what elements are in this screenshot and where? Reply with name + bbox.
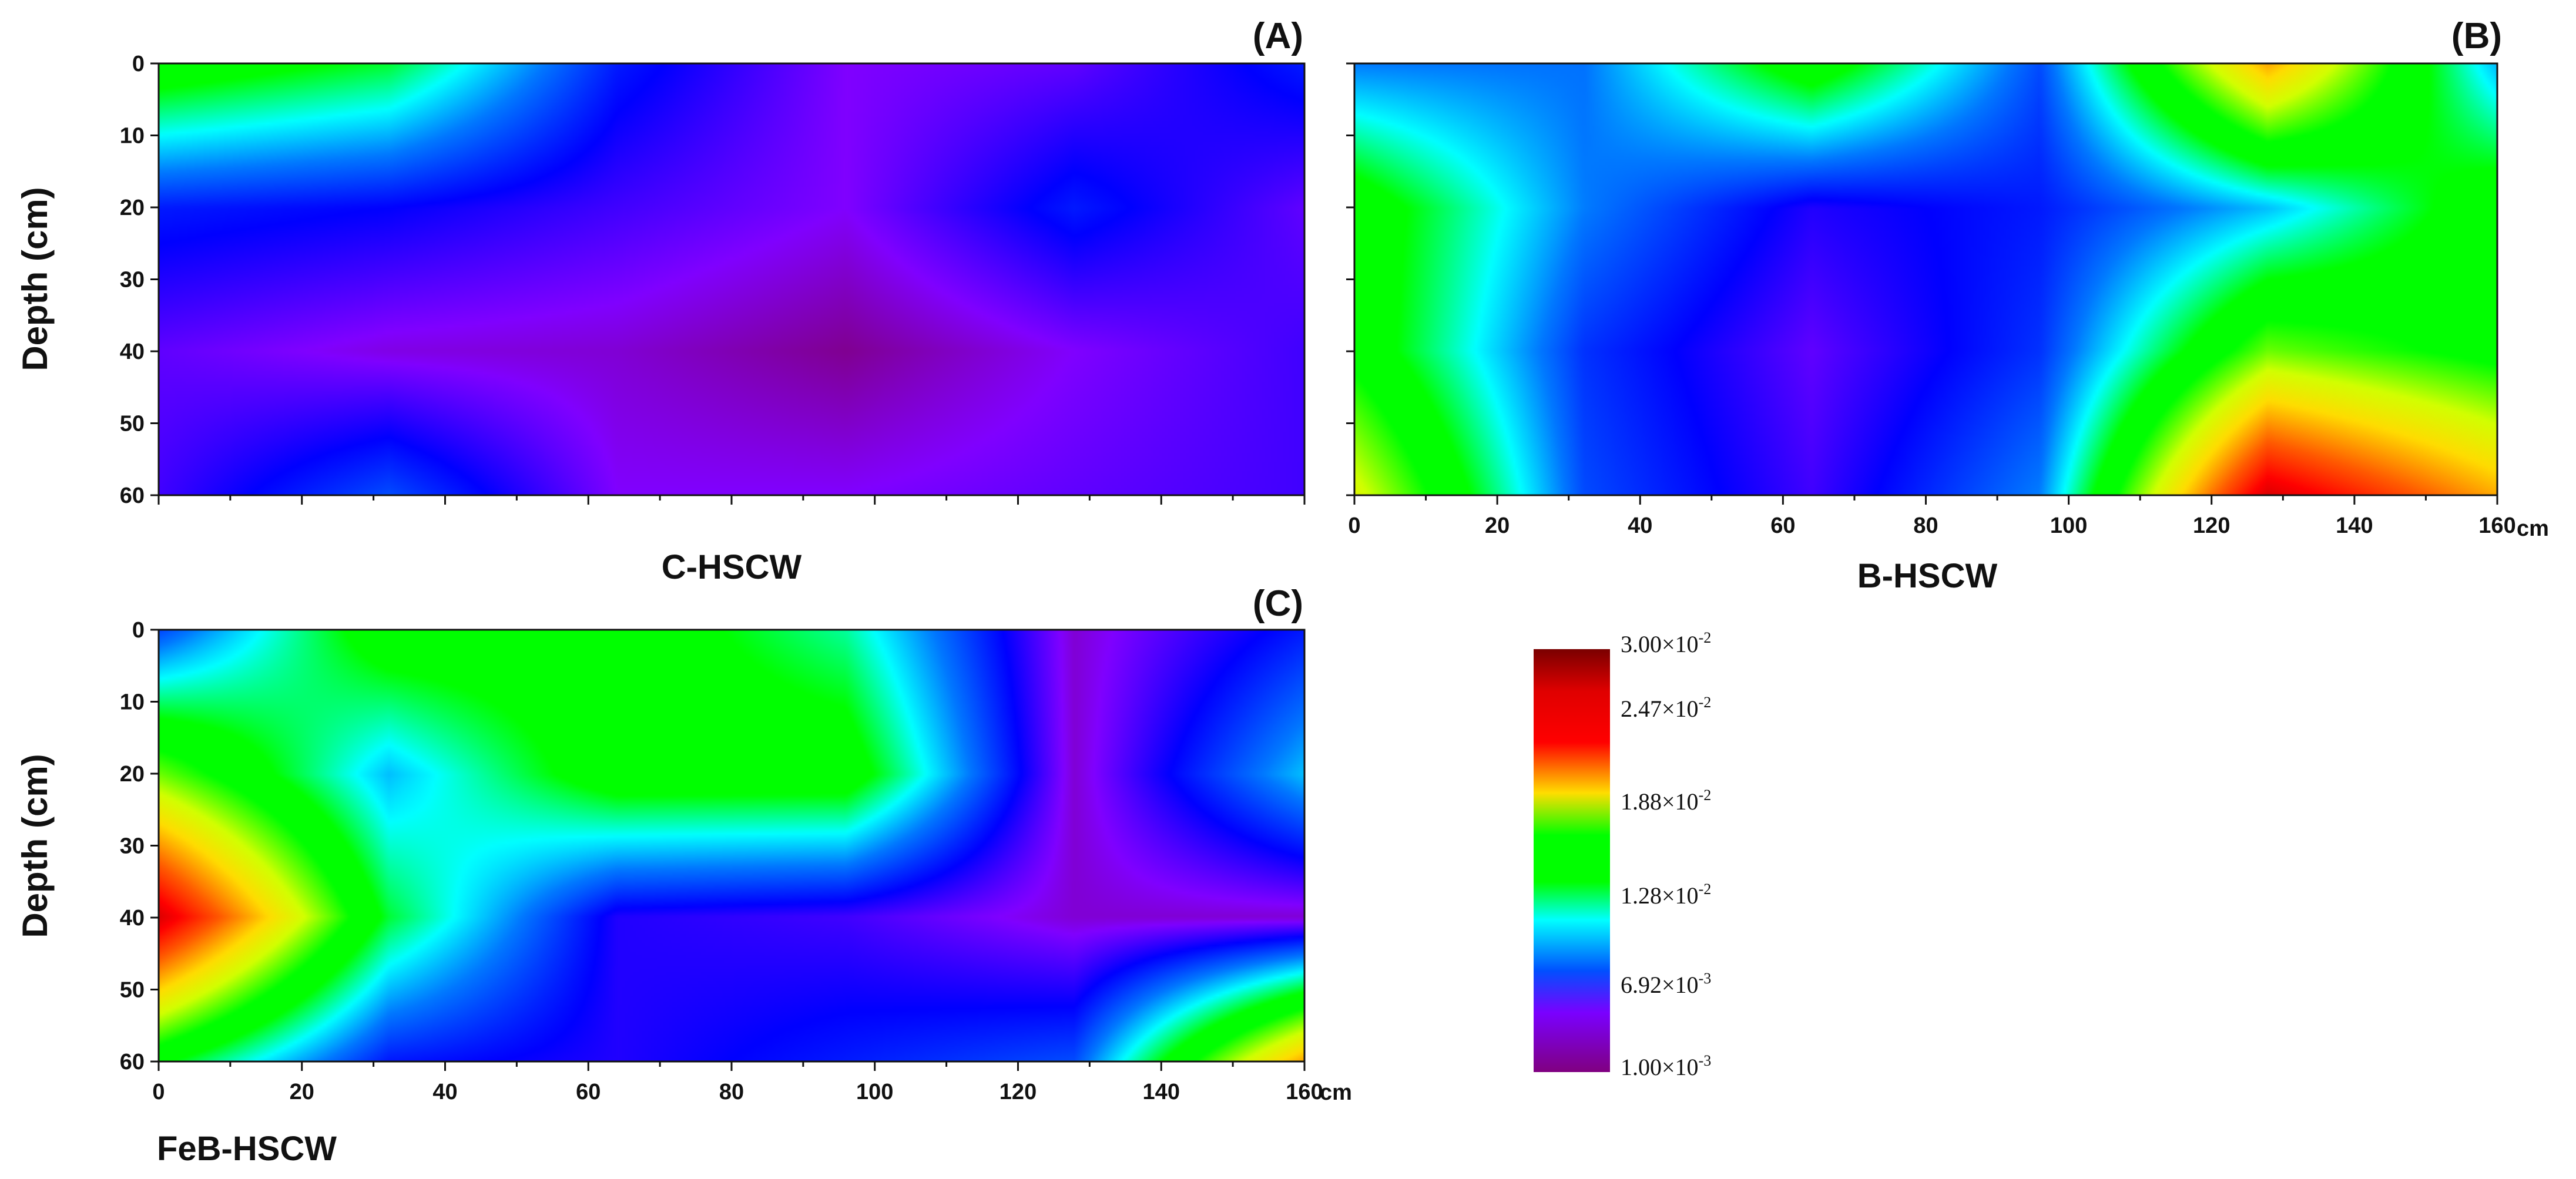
x-tick-label: 0 [1348,513,1360,538]
y-tick-label: 50 [120,412,145,436]
x-tick-label: 40 [1628,513,1652,538]
y-tick-label: 20 [120,196,145,220]
heatmap-image-a [159,63,1304,495]
y-tick-label: 10 [120,690,145,715]
x-tick-label: 60 [1770,513,1795,538]
y-tick-label: 40 [120,906,145,931]
panel-label-c: (C) [1253,583,1303,624]
panel-label-b: (B) [2451,16,2502,56]
y-ticks-b [1346,62,1354,496]
y-tick-label: 60 [120,483,145,508]
heatmap-panel-b: 0 20 40 60 80 100 120 140 160 (B) B-HSCW cm [1346,16,2549,595]
y-tick-label: 10 [120,124,145,149]
colorbar-gradient [1534,649,1610,1072]
y-tick-label: 0 [132,618,145,643]
colorbar-label: 1.88×10-2 [1621,787,1711,815]
x-tick-label: 140 [1143,1080,1180,1104]
x-tick-label: 20 [290,1080,314,1104]
colorbar-label: 6.92×10-3 [1621,970,1711,998]
panel-label-a: (A) [1253,16,1303,56]
heatmap-image-b [1354,63,2497,495]
x-ticks-c: 0 20 40 60 80 100 120 140 160 [152,1062,1323,1104]
y-tick-label: 0 [132,52,145,76]
x-tick-label: 160 [1286,1080,1323,1104]
x-axis-title-a: C-HSCW [662,548,802,586]
x-axis-title-b: B-HSCW [1857,557,1998,595]
x-ticks-b: 0 20 40 60 80 100 120 140 160 [1348,495,2516,538]
colorbar-labels: 3.00×10-2 2.47×10-2 1.88×10-2 1.28×10-2 6.92… [1621,629,1711,1080]
y-tick-label: 40 [120,340,145,364]
colorbar-label: 1.00×10-3 [1621,1052,1711,1080]
y-tick-label: 50 [120,978,145,1003]
y-ticks-c: 0 10 20 30 40 50 60 [120,618,159,1074]
x-axis-title-c: FeB-HSCW [157,1130,337,1168]
x-tick-label: 140 [2336,513,2373,538]
heatmap-panel-a: 0 10 20 30 40 50 60 (A) Depth (cm) C-HSCW [15,16,1306,586]
x-tick-label: 120 [999,1080,1037,1104]
y-axis-title-a: Depth (cm) [15,187,55,371]
y-tick-label: 30 [120,834,145,859]
colorbar-label: 3.00×10-2 [1621,629,1711,657]
x-tick-label: 20 [1485,513,1510,538]
y-axis-title-c: Depth (cm) [15,754,55,938]
y-tick-label: 20 [120,762,145,787]
heatmap-image-c [159,630,1304,1062]
x-unit-b: cm [2517,516,2549,541]
x-tick-label: 40 [432,1080,457,1104]
y-ticks-a: 0 10 20 30 40 50 60 [120,52,159,508]
x-tick-label: 160 [2478,513,2515,538]
colorbar: 3.00×10-2 2.47×10-2 1.88×10-2 1.28×10-2 6.92… [1534,629,1711,1080]
colorbar-label: 1.28×10-2 [1621,881,1711,909]
x-tick-label: 0 [152,1080,165,1104]
y-tick-label: 60 [120,1050,145,1074]
y-tick-label: 30 [120,268,145,293]
x-tick-label: 120 [2193,513,2230,538]
x-tick-label: 80 [719,1080,744,1104]
x-tick-label: 100 [856,1080,893,1104]
x-tick-label: 100 [2050,513,2087,538]
x-tick-label: 80 [1913,513,1938,538]
colorbar-label: 2.47×10-2 [1621,694,1711,722]
x-unit-c: cm [1320,1080,1352,1105]
x-tick-label: 60 [576,1080,601,1104]
x-ticks-a [157,495,1306,505]
